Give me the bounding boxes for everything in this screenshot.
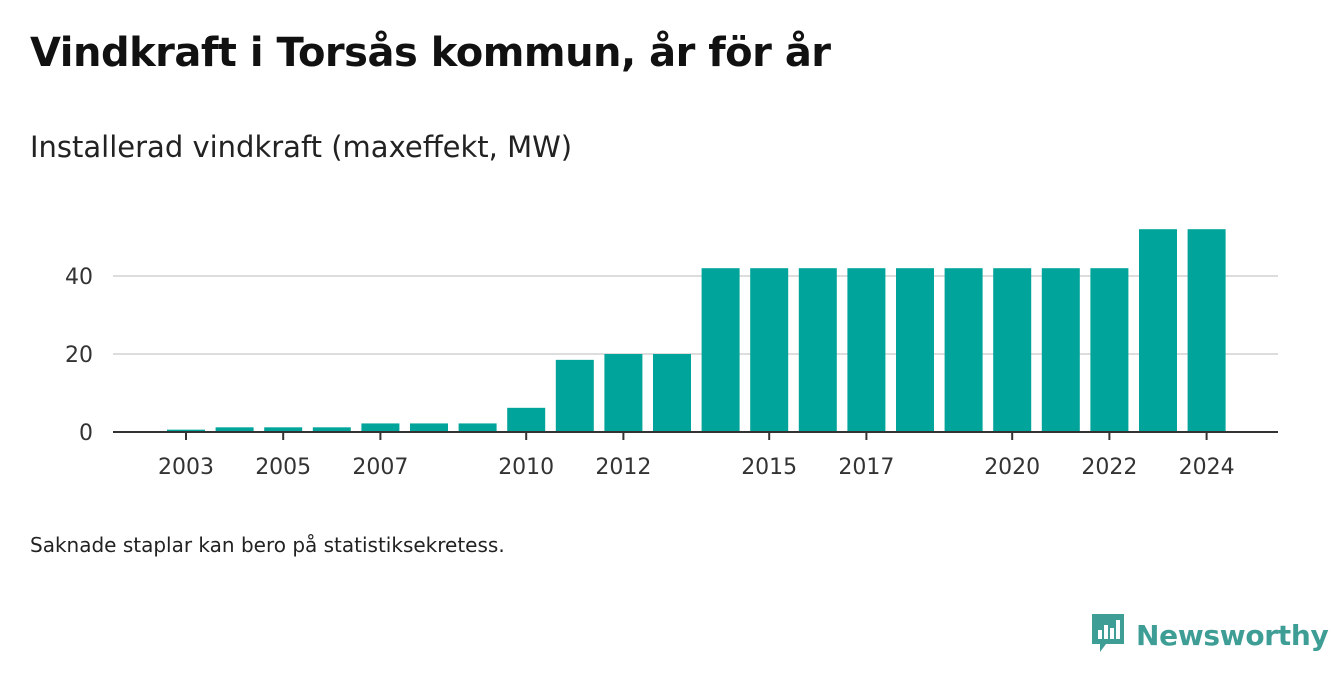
y-axis-ticks: 0 20 40 bbox=[65, 265, 93, 446]
bar-2003 bbox=[167, 429, 205, 432]
x-axis-ticks: 2003 2005 2007 2010 2012 2015 2017 2020 2022 2024 bbox=[158, 432, 1235, 480]
bar-2006 bbox=[312, 427, 351, 432]
bar-2015 bbox=[750, 268, 789, 432]
y-tick-label: 0 bbox=[79, 421, 93, 446]
bars bbox=[167, 229, 1226, 432]
chart-title: Vindkraft i Torsås kommun, år för år bbox=[30, 30, 831, 76]
x-tick-label: 2005 bbox=[255, 455, 311, 480]
newsworthy-logo[interactable]: Newsworthy bbox=[1090, 612, 1329, 658]
bar-2012 bbox=[604, 354, 643, 432]
y-tick-label: 20 bbox=[65, 343, 93, 368]
bar-2016 bbox=[798, 268, 837, 432]
bar-2013 bbox=[653, 354, 691, 432]
bar-2022 bbox=[1090, 268, 1129, 432]
bar-2009 bbox=[458, 423, 497, 432]
x-tick-label: 2012 bbox=[595, 455, 651, 480]
bar-2005 bbox=[264, 427, 303, 432]
x-tick-label: 2017 bbox=[838, 455, 894, 480]
bar-2004 bbox=[215, 427, 254, 432]
bar-2017 bbox=[847, 268, 886, 432]
x-tick-label: 2010 bbox=[498, 455, 554, 480]
bar-2014 bbox=[701, 268, 740, 432]
newsworthy-logo-text: Newsworthy bbox=[1136, 618, 1329, 652]
bar-2018 bbox=[896, 268, 934, 432]
chart-subtitle: Installerad vindkraft (maxeffekt, MW) bbox=[30, 130, 573, 164]
x-tick-label: 2015 bbox=[741, 455, 797, 480]
footnote: Saknade staplar kan bero på statistiksek… bbox=[30, 533, 505, 557]
gridlines bbox=[113, 275, 1278, 355]
x-tick-label: 2007 bbox=[352, 455, 408, 480]
y-tick-label: 40 bbox=[65, 265, 93, 290]
bar-2021 bbox=[1041, 268, 1080, 432]
bar-2019 bbox=[944, 268, 983, 432]
bar-2024 bbox=[1187, 229, 1226, 432]
bar-2020 bbox=[993, 268, 1032, 432]
bar-2010 bbox=[507, 407, 546, 432]
bar-2007 bbox=[361, 423, 400, 432]
newsworthy-logo-icon bbox=[1090, 612, 1126, 658]
bar-2011 bbox=[555, 359, 594, 432]
x-tick-label: 2003 bbox=[158, 455, 214, 480]
bar-2023 bbox=[1139, 229, 1177, 432]
bar-2008 bbox=[410, 423, 448, 432]
x-tick-label: 2022 bbox=[1081, 455, 1137, 480]
x-tick-label: 2020 bbox=[984, 455, 1040, 480]
x-tick-label: 2024 bbox=[1179, 455, 1235, 480]
